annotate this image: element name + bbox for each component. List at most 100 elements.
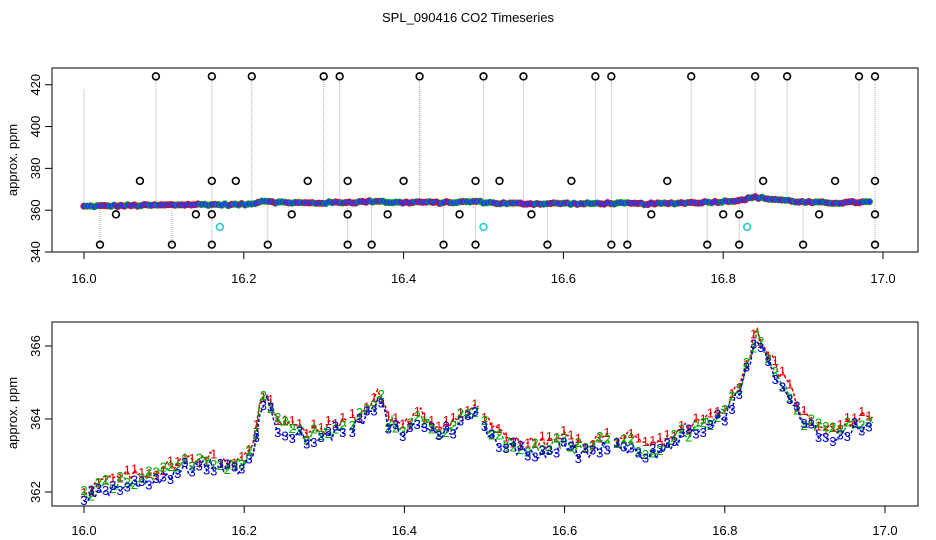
series-marker: 1 [495, 421, 502, 436]
series-marker: 3 [589, 442, 596, 457]
series-marker: 3 [303, 436, 310, 451]
series-marker: 3 [488, 427, 495, 442]
series-line [483, 420, 612, 455]
series-marker: 3 [764, 354, 771, 369]
outlier-point [287, 210, 296, 219]
series-marker: 3 [517, 438, 524, 453]
outlier-point [519, 72, 528, 81]
series-marker: 3 [457, 413, 464, 428]
outlier-point [758, 176, 768, 186]
outlier-point [623, 240, 632, 249]
outlier-point [718, 210, 728, 219]
series-marker: 3 [310, 435, 317, 450]
series-marker: 3 [613, 435, 620, 450]
series-marker: 3 [289, 431, 296, 446]
series-line [351, 397, 479, 439]
series-marker: 3 [757, 340, 764, 355]
series-marker: 3 [721, 413, 728, 428]
outlier-point [207, 72, 217, 81]
series-marker: 2 [488, 428, 495, 443]
series-marker: 2 [721, 402, 728, 417]
series-marker: 2 [296, 422, 303, 437]
series-marker: 1 [589, 437, 596, 452]
series-marker: 1 [332, 416, 339, 431]
series-marker: 2 [428, 422, 435, 437]
outlier-point [471, 176, 480, 186]
series-marker: 3 [524, 449, 531, 464]
series-line [219, 394, 347, 472]
series-marker: 3 [620, 440, 627, 455]
series-marker: 3 [560, 434, 567, 449]
outlier-point [135, 176, 145, 186]
series-marker: 2 [88, 488, 95, 503]
data-point [865, 198, 873, 206]
series-marker: 3 [635, 445, 642, 460]
series-marker: 2 [210, 457, 217, 472]
series-marker: 1 [428, 413, 435, 428]
outlier-point [870, 176, 880, 186]
series-marker: 1 [546, 429, 553, 444]
series-marker: 1 [815, 419, 822, 434]
flagged-point [479, 222, 488, 232]
series-marker: 3 [692, 427, 699, 442]
series-marker: 2 [589, 439, 596, 454]
outlier-point [383, 210, 392, 219]
series-marker: 1 [844, 410, 851, 425]
series-marker: 1 [450, 410, 457, 425]
series-marker: 3 [450, 427, 457, 442]
series-marker: 2 [260, 388, 267, 403]
series-marker: 1 [714, 404, 721, 419]
series-marker: 2 [495, 427, 502, 442]
series-line [219, 395, 347, 466]
series-marker: 3 [642, 451, 649, 466]
series-marker: 3 [152, 471, 159, 486]
series-marker: 3 [808, 417, 815, 432]
series-marker: 3 [102, 483, 109, 498]
series-marker: 2 [274, 410, 281, 425]
series-marker: 3 [596, 445, 603, 460]
series-marker: 3 [510, 435, 517, 450]
series-marker: 3 [836, 427, 843, 442]
series-marker: 3 [138, 474, 145, 489]
series-marker: 3 [399, 429, 406, 444]
outlier-point [399, 176, 408, 186]
outlier-point [343, 176, 352, 186]
series-marker: 3 [339, 425, 346, 440]
x-tick-label: 16.2 [231, 271, 256, 286]
series-marker: 1 [253, 417, 260, 432]
series-marker: 2 [442, 425, 449, 440]
series-line [483, 426, 611, 461]
series-marker: 2 [700, 415, 707, 430]
overview-marks [80, 72, 880, 249]
series-marker: 2 [714, 410, 721, 425]
series-marker: 2 [531, 436, 538, 451]
outlier-point [543, 240, 552, 249]
y-tick-label: 340 [28, 241, 43, 263]
series-marker: 1 [488, 419, 495, 434]
outlier-point [111, 210, 121, 219]
series-marker: 1 [267, 392, 274, 407]
series-marker: 1 [210, 447, 217, 462]
outlier-point [854, 72, 864, 81]
series-marker: 2 [793, 403, 800, 418]
y-tick-label: 366 [28, 335, 43, 357]
series-marker: 1 [414, 404, 421, 419]
series-marker: 3 [464, 408, 471, 423]
series-marker: 1 [363, 400, 370, 415]
series-marker: 2 [102, 472, 109, 487]
outlier-point [415, 72, 424, 81]
series-line [616, 340, 874, 461]
y-tick-label: 400 [28, 116, 43, 138]
series-marker: 2 [553, 431, 560, 446]
series-marker: 1 [700, 411, 707, 426]
series-marker: 2 [779, 379, 786, 394]
series-marker: 1 [260, 390, 267, 405]
series-marker: 2 [245, 443, 252, 458]
series-marker: 3 [779, 379, 786, 394]
series-marker: 3 [332, 419, 339, 434]
series-marker: 1 [181, 451, 188, 466]
x-tick-label: 17.0 [870, 271, 895, 286]
flagged-point [215, 222, 225, 232]
series-marker: 2 [138, 471, 145, 486]
series-marker: 2 [406, 416, 413, 431]
